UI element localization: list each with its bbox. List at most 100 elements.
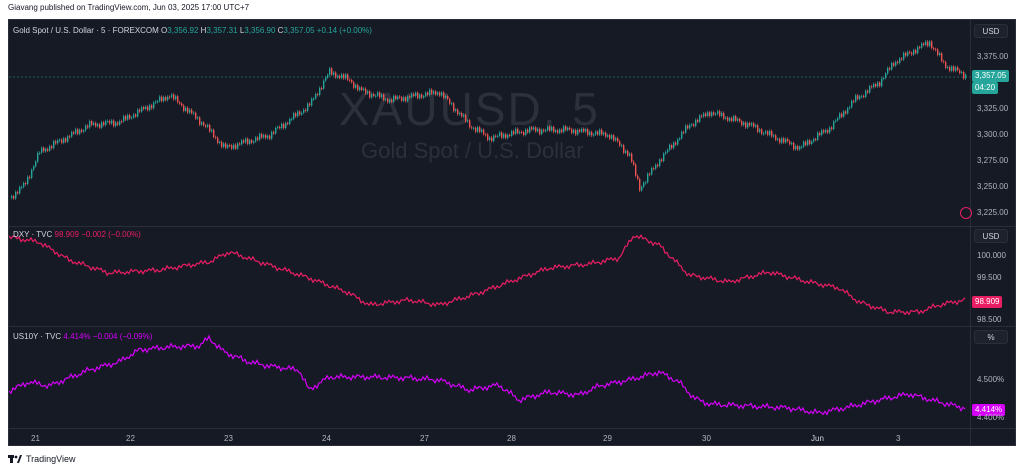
gold-tick: 3,325.00 bbox=[977, 104, 1009, 113]
us10y-unit-button[interactable]: % bbox=[974, 330, 1008, 344]
gold-change: +0.14 (+0.00%) bbox=[316, 26, 372, 35]
gold-tick: 3,300.00 bbox=[977, 130, 1009, 139]
gold-candle bbox=[153, 102, 155, 109]
gold-candle bbox=[953, 66, 955, 71]
gold-candle bbox=[585, 129, 587, 132]
gold-candle bbox=[679, 138, 681, 140]
pane-separator-2[interactable] bbox=[9, 326, 1015, 327]
gold-candle bbox=[179, 102, 181, 104]
gold-candle bbox=[335, 72, 337, 78]
gold-candle bbox=[283, 123, 285, 129]
gold-candle bbox=[373, 93, 375, 96]
dxy-tick: 98.500 bbox=[977, 315, 1002, 324]
gold-candle bbox=[419, 94, 421, 99]
gold-candle bbox=[581, 128, 583, 132]
gold-candle bbox=[71, 132, 73, 137]
gold-candle bbox=[771, 130, 773, 137]
gold-candle bbox=[315, 93, 317, 99]
gold-candle bbox=[151, 105, 153, 109]
lightning-icon[interactable] bbox=[960, 207, 972, 219]
gold-candle bbox=[81, 129, 83, 132]
gold-candle bbox=[851, 100, 853, 108]
gold-candle bbox=[805, 141, 807, 146]
gold-candle bbox=[447, 95, 449, 99]
gold-candle bbox=[661, 159, 663, 162]
gold-candle bbox=[463, 114, 465, 117]
gold-candle bbox=[765, 131, 767, 134]
gold-candle bbox=[227, 145, 229, 148]
chart-area[interactable]: XAUUSD, 5 Gold Spot / U.S. Dollar Gold S… bbox=[8, 19, 1016, 446]
gold-candle bbox=[803, 141, 805, 147]
gold-candle bbox=[523, 132, 525, 135]
gold-candle bbox=[177, 96, 179, 103]
gold-candle bbox=[299, 111, 301, 115]
gold-candle bbox=[703, 113, 705, 117]
gold-candle bbox=[285, 122, 287, 129]
gold-candle bbox=[933, 48, 935, 50]
gold-candle bbox=[207, 124, 209, 127]
gold-candle bbox=[821, 130, 823, 136]
gold-candle bbox=[729, 118, 731, 121]
pane-separator-1[interactable] bbox=[9, 226, 1015, 227]
gold-candle bbox=[807, 140, 809, 146]
gold-candle bbox=[401, 97, 403, 101]
gold-candle bbox=[697, 119, 699, 122]
gold-candle bbox=[773, 135, 775, 137]
gold-candle bbox=[873, 83, 875, 88]
chart-svg bbox=[9, 39, 970, 416]
time-axis-label: 28 bbox=[507, 434, 516, 443]
gold-candle bbox=[865, 90, 867, 98]
gold-candle bbox=[619, 141, 621, 146]
gold-candle bbox=[59, 139, 61, 141]
gold-candle bbox=[267, 135, 269, 139]
gold-candle bbox=[399, 96, 401, 98]
gold-candle bbox=[525, 129, 527, 135]
time-axis-label: 21 bbox=[31, 434, 40, 443]
gold-candle bbox=[167, 96, 169, 101]
gold-candle bbox=[847, 108, 849, 114]
dxy-currency-button[interactable]: USD bbox=[974, 229, 1008, 243]
gold-candle bbox=[641, 186, 643, 191]
gold-candle bbox=[885, 73, 887, 78]
gold-candle bbox=[819, 132, 821, 136]
dxy-value: 98.909 bbox=[54, 230, 79, 239]
gold-candle bbox=[733, 116, 735, 122]
gold-candle bbox=[427, 92, 429, 96]
gold-candle bbox=[829, 127, 831, 133]
gold-candle bbox=[89, 121, 91, 128]
symbol-watermark: XAUUSD, 5 bbox=[339, 83, 600, 135]
gold-candle bbox=[863, 95, 865, 98]
gold-candle bbox=[575, 129, 577, 135]
gold-candle bbox=[579, 129, 581, 132]
gold-candle bbox=[479, 127, 481, 132]
gold-candle bbox=[415, 92, 417, 97]
gold-candle bbox=[809, 140, 811, 145]
gold-candle bbox=[615, 138, 617, 141]
gold-candle bbox=[121, 121, 123, 123]
gold-candle bbox=[667, 149, 669, 153]
gold-candle bbox=[613, 135, 615, 141]
gold-currency-button[interactable]: USD bbox=[974, 24, 1008, 38]
gold-candle bbox=[673, 142, 675, 149]
gold-candle bbox=[651, 168, 653, 175]
gold-candle bbox=[73, 132, 75, 134]
gold-candle bbox=[139, 109, 141, 112]
gold-candle bbox=[689, 124, 691, 129]
gold-candle bbox=[249, 140, 251, 144]
gold-candle bbox=[635, 164, 637, 176]
gold-candle bbox=[223, 143, 225, 147]
gold-open-value: 3,356.92 bbox=[167, 26, 199, 35]
gold-candle bbox=[587, 129, 589, 136]
gold-candle bbox=[357, 84, 359, 91]
gold-candle bbox=[303, 109, 305, 113]
gold-candle bbox=[911, 52, 913, 55]
gold-candle bbox=[603, 132, 605, 135]
gold-candle bbox=[597, 131, 599, 135]
gold-candle bbox=[935, 49, 937, 51]
gold-candle bbox=[459, 112, 461, 115]
gold-candle bbox=[511, 131, 513, 136]
gold-candle bbox=[485, 134, 487, 136]
gold-candle bbox=[169, 96, 171, 98]
gold-candle bbox=[931, 41, 933, 49]
gold-candle bbox=[383, 94, 385, 100]
